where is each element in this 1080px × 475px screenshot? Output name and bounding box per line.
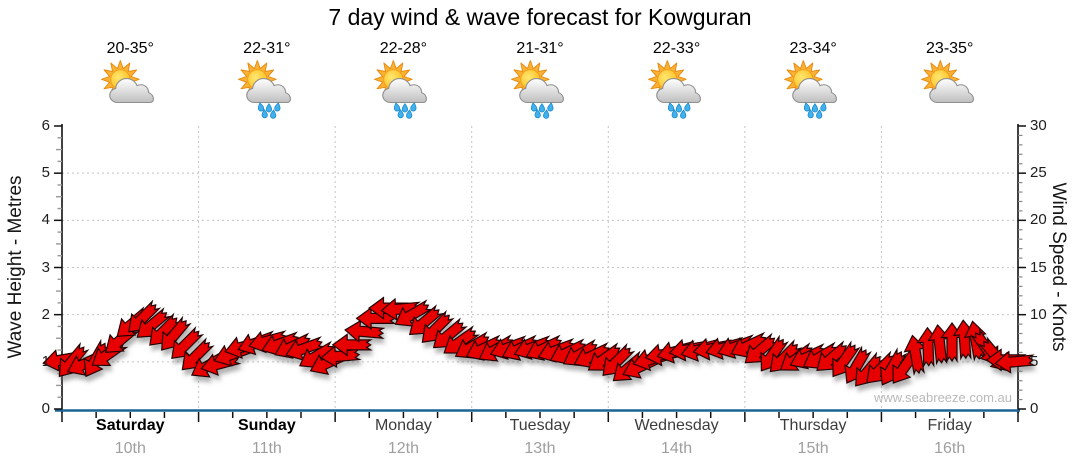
left-axis-tick-label: 3 — [41, 258, 50, 276]
rain-drops-icon — [257, 102, 281, 119]
right-axis-tick-label: 5 — [1030, 352, 1039, 370]
wind-arrow — [994, 350, 1036, 374]
day-forecast-wednesday: 22-33° — [608, 40, 745, 122]
day-name: Friday — [927, 417, 972, 434]
right-axis-tick-label: 25 — [1030, 164, 1047, 182]
wind-arrow — [320, 344, 362, 369]
day-name: Monday — [374, 417, 432, 434]
right-axis-tick-label: 20 — [1030, 211, 1047, 229]
day-date: 13th — [524, 440, 556, 457]
temp-range: 20-35° — [106, 40, 154, 57]
sun-cloud-rain-icon — [784, 60, 838, 119]
cloud-icon — [519, 78, 564, 104]
day-name: Wednesday — [634, 417, 719, 434]
sun-cloud-icon — [920, 60, 974, 104]
weather-icon-wrap — [920, 60, 979, 117]
sun-cloud-rain-icon — [374, 60, 428, 119]
right-axis-title: Wind Speed - Knots — [1048, 182, 1069, 352]
cloud-icon — [792, 78, 838, 104]
chart-title: 7 day wind & wave forecast for Kowguran — [328, 4, 752, 30]
day-name: Thursday — [779, 417, 847, 434]
day-date: 15th — [797, 440, 829, 457]
wind-arrow — [344, 319, 386, 343]
day-label-friday: Friday 16th — [881, 417, 1018, 458]
weather-icon-wrap — [237, 60, 296, 119]
temp-range: 22-31° — [243, 40, 291, 57]
cloud-icon — [382, 78, 428, 104]
day-label-monday: Monday 12th — [335, 417, 472, 458]
day-label-saturday: Saturday 10th — [62, 417, 199, 458]
day-forecast-saturday: 20-35° — [62, 40, 199, 122]
day-date: 10th — [114, 440, 146, 457]
day-forecast-sunday: 22-31° — [199, 40, 336, 122]
wind-arrow — [394, 299, 434, 327]
rain-drops-icon — [804, 102, 827, 119]
wind-arrow — [903, 334, 927, 377]
day-label-thursday: Thursday 15th — [745, 417, 882, 458]
wind-arrow-band — [42, 296, 1036, 387]
left-axis-tick-label: 6 — [41, 117, 50, 134]
rain-drops-icon — [667, 102, 691, 119]
temp-range: 22-28° — [379, 40, 428, 57]
left-axis-tick-label: 1 — [41, 352, 50, 370]
rain-drops-icon — [530, 102, 554, 119]
day-forecast-friday: 23-35° — [881, 40, 1018, 122]
day-label-wednesday: Wednesday 14th — [608, 417, 745, 458]
wind-arrow — [285, 336, 326, 361]
sun-cloud-rain-icon — [511, 60, 564, 119]
day-forecast-tuesday: 21-31° — [472, 40, 609, 122]
day-date: 16th — [934, 440, 966, 457]
day-forecast-thursday: 23-34° — [745, 40, 882, 122]
day-forecast-monday: 22-28° — [335, 40, 472, 122]
day-label-tuesday: Tuesday 13th — [472, 417, 609, 458]
left-axis-title: Wave Height - Metres — [5, 175, 26, 359]
right-axis-tick-label: 10 — [1030, 305, 1047, 323]
sun-cloud-icon — [101, 60, 155, 104]
sun-cloud-rain-icon — [647, 60, 701, 119]
day-name: Sunday — [237, 417, 296, 434]
cloud-icon — [109, 78, 155, 104]
temp-range: 23-34° — [789, 40, 837, 57]
temp-range: 22-33° — [652, 40, 701, 57]
right-axis-tick-label: 30 — [1030, 117, 1047, 134]
cloud-icon — [246, 78, 291, 104]
cloud-icon — [655, 78, 701, 104]
day-date: 11th — [251, 440, 282, 457]
weather-icon-wrap — [374, 60, 432, 119]
left-axis-tick-label: 0 — [41, 400, 50, 417]
wind-arrow — [331, 333, 373, 357]
watermark: www.seabreeze.com.au — [873, 390, 1012, 405]
weather-icon-wrap — [511, 60, 569, 119]
sun-cloud-rain-icon — [237, 60, 291, 119]
day-label-sunday: Sunday 11th — [199, 417, 336, 458]
left-axis-tick-label: 5 — [41, 164, 50, 182]
right-axis-tick-label: 0 — [1030, 400, 1039, 417]
weather-icon-wrap — [784, 60, 842, 119]
left-axis-tick-label: 4 — [41, 211, 50, 229]
cloud-icon — [928, 78, 974, 104]
weather-icon-wrap — [647, 60, 706, 119]
weather-icon-wrap — [101, 60, 159, 117]
left-axis-tick-label: 2 — [41, 305, 50, 323]
day-date: 12th — [387, 440, 419, 457]
day-name: Tuesday — [509, 417, 571, 434]
day-date: 14th — [660, 440, 693, 457]
day-name: Saturday — [96, 417, 165, 434]
temp-range: 23-35° — [926, 40, 974, 57]
temp-range: 21-31° — [516, 40, 564, 57]
right-axis-tick-label: 15 — [1030, 258, 1047, 276]
rain-drops-icon — [394, 102, 417, 119]
